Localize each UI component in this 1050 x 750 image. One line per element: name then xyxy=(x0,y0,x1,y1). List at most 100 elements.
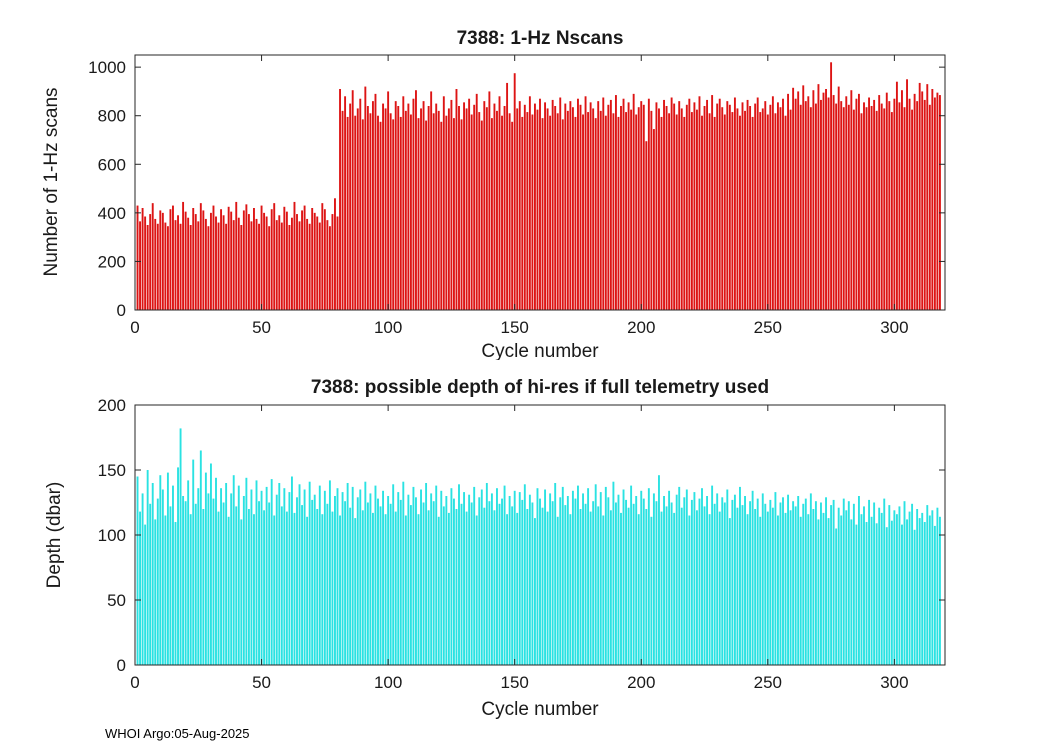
bar xyxy=(207,493,210,665)
x-tick-label: 50 xyxy=(252,318,271,337)
bar xyxy=(579,104,582,310)
bar xyxy=(364,86,367,310)
bar xyxy=(253,514,255,665)
bar xyxy=(554,483,557,665)
bar xyxy=(179,223,182,310)
bar xyxy=(303,205,306,310)
bar xyxy=(285,511,288,665)
bar xyxy=(825,497,827,665)
bar xyxy=(447,512,450,665)
bar xyxy=(739,115,741,311)
bar xyxy=(865,522,868,665)
bar xyxy=(521,499,524,665)
bar xyxy=(911,109,914,310)
bar xyxy=(774,492,777,665)
nscans-ylabel: Number of 1-Hz scans xyxy=(41,87,62,276)
bar xyxy=(159,210,162,310)
bar xyxy=(741,505,744,665)
bar xyxy=(701,488,703,665)
nscans-chart-title: 7388: 1-Hz Nscans xyxy=(457,28,624,49)
bar xyxy=(759,112,762,310)
bar xyxy=(399,499,402,665)
bar xyxy=(637,107,640,311)
bar xyxy=(582,493,584,665)
bar xyxy=(916,101,919,310)
bar xyxy=(873,99,876,311)
bar xyxy=(888,101,891,310)
bar xyxy=(306,516,309,665)
bar xyxy=(645,141,648,310)
bar xyxy=(835,528,838,665)
bar xyxy=(612,481,615,665)
bar xyxy=(916,509,919,665)
bar xyxy=(508,113,511,310)
bar xyxy=(928,104,931,310)
bar xyxy=(334,496,336,665)
bar xyxy=(931,89,934,310)
bar xyxy=(711,485,714,665)
bar xyxy=(820,502,822,665)
bar xyxy=(227,206,230,310)
bar xyxy=(814,103,817,310)
bar xyxy=(344,96,347,310)
depth-chart: 0 50 100 150 200 250 300 0 50 100 150 200 7388: pos… xyxy=(44,377,946,720)
bar xyxy=(392,484,395,665)
depth-axes: 0 50 100 150 200 250 300 0 50 100 150 200 xyxy=(98,396,946,692)
bar xyxy=(470,114,473,310)
bar xyxy=(898,102,901,310)
bar xyxy=(650,110,653,310)
bar xyxy=(880,103,883,310)
bar xyxy=(827,97,830,310)
bar xyxy=(589,511,592,665)
bar xyxy=(354,518,357,665)
bar xyxy=(394,101,397,310)
bar xyxy=(303,489,306,665)
bar xyxy=(739,486,741,665)
bar xyxy=(566,110,569,310)
bar xyxy=(149,214,152,310)
bar xyxy=(156,223,159,310)
bar xyxy=(539,98,541,311)
bar xyxy=(420,108,422,311)
bar xyxy=(164,222,167,310)
bar xyxy=(172,485,174,665)
bar xyxy=(561,119,564,310)
bar xyxy=(207,226,210,310)
bar xyxy=(518,492,521,665)
bar xyxy=(247,214,250,310)
bar xyxy=(194,503,197,665)
bar xyxy=(607,497,610,665)
bar xyxy=(384,514,387,665)
bar xyxy=(268,502,271,665)
bar xyxy=(331,214,334,310)
bar xyxy=(706,99,709,311)
bar xyxy=(278,483,281,665)
bar xyxy=(574,498,577,665)
bar xyxy=(336,488,339,665)
bar xyxy=(812,509,815,665)
x-tick-label: 100 xyxy=(374,318,402,337)
bar xyxy=(339,89,341,310)
bar xyxy=(379,121,382,310)
bar xyxy=(526,509,529,665)
bar xyxy=(546,108,549,311)
bar xyxy=(136,476,139,665)
bar xyxy=(511,506,514,665)
bar xyxy=(541,118,544,310)
bar xyxy=(799,104,802,310)
bar xyxy=(222,502,225,665)
bar xyxy=(670,97,673,310)
bar xyxy=(564,103,567,310)
bar xyxy=(435,485,438,665)
bar xyxy=(863,506,865,665)
bar xyxy=(290,476,293,665)
bar xyxy=(713,503,716,665)
bar xyxy=(301,505,304,665)
bar xyxy=(166,226,169,310)
bar xyxy=(620,512,622,665)
bar xyxy=(609,99,612,311)
bar xyxy=(374,485,377,665)
bar xyxy=(680,507,683,665)
bar xyxy=(189,225,192,310)
